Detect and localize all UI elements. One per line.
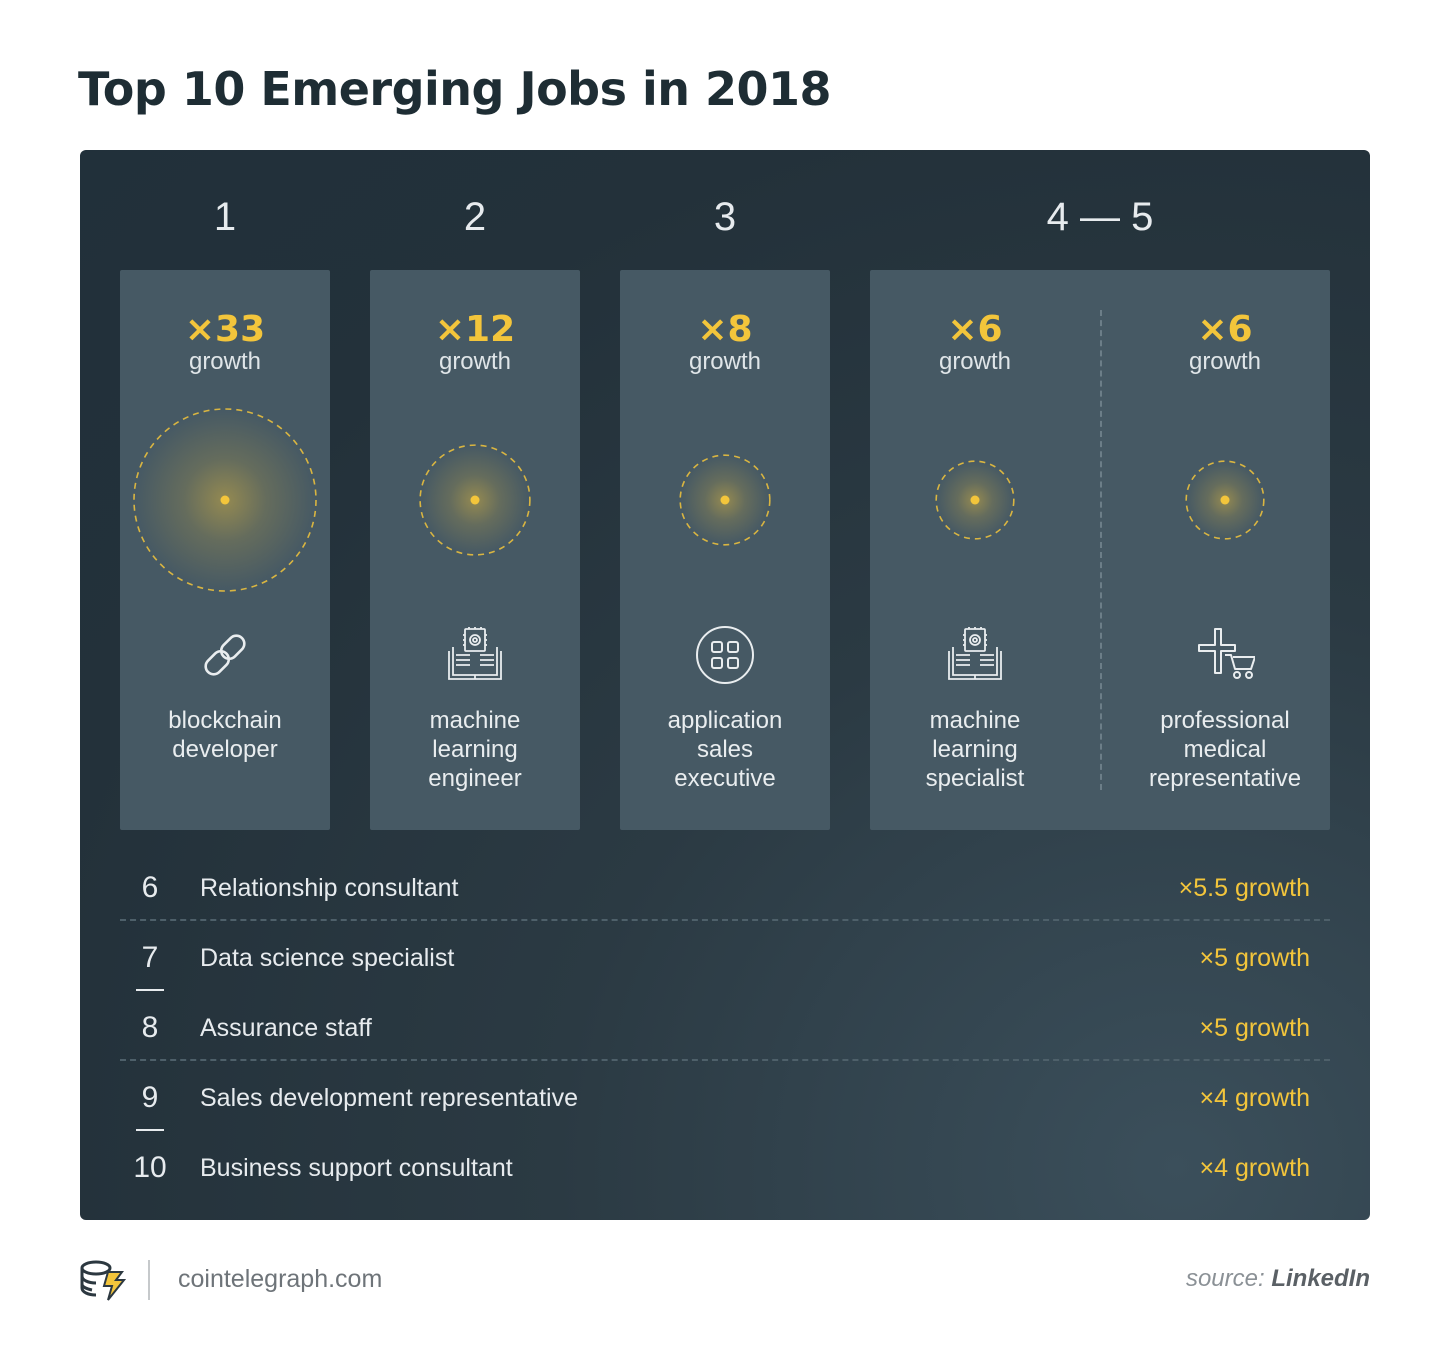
job-name: Sales development representative [200, 1084, 579, 1112]
source-prefix: source: [1185, 1265, 1265, 1292]
rank-number: 10 [133, 1151, 167, 1184]
job-title-line: professional [1160, 707, 1290, 734]
job-cell: ×6 growth machine learning specialist [870, 270, 1080, 830]
tie-marker [136, 989, 164, 991]
bubble-center-dot [720, 495, 730, 505]
bubble-center-dot [470, 495, 480, 505]
rank-label-4-5: 4 — 5 [1046, 195, 1154, 239]
growth-bubble [935, 460, 1015, 540]
growth-value: ×5 growth [1199, 944, 1311, 972]
rank-label-1: 1 [213, 195, 237, 239]
circuit-book-icon [448, 627, 502, 680]
growth-multiplier: ×12 [434, 309, 516, 350]
growth-value: ×4 growth [1199, 1084, 1311, 1112]
growth-label: growth [938, 348, 1012, 375]
chain-link-icon [204, 634, 246, 676]
job-title-line: medical [1183, 736, 1267, 763]
list-row-10: 10 Business support consultant ×4 growth [120, 1132, 1330, 1202]
rank-number: 8 [141, 1011, 159, 1044]
growth-value: ×4 growth [1199, 1154, 1311, 1182]
job-title-line: sales [696, 736, 754, 763]
job-title-line: engineer [428, 765, 522, 792]
job-title: machine learning specialist [880, 706, 1070, 793]
growth-label: growth [1188, 348, 1262, 375]
growth-multiplier: ×8 [697, 309, 753, 350]
footer-source: source: LinkedIn [1186, 1262, 1370, 1296]
list-row-7: 7 Data science specialist ×5 growth [120, 922, 1330, 992]
bubble-center-dot [220, 495, 230, 505]
growth-bubble [679, 454, 771, 546]
page-title: Top 10 Emerging Jobs in 2018 [78, 62, 832, 116]
source-name: LinkedIn [1271, 1265, 1370, 1292]
job-cell: ×33 growth blockchain developer [120, 270, 330, 830]
job-name: Business support consultant [200, 1154, 513, 1182]
job-title-line: specialist [925, 765, 1025, 792]
bubble-ring [679, 454, 771, 546]
job-title-line: application [667, 707, 783, 734]
job-cell: ×6 growth professional medical represent… [1120, 270, 1330, 830]
job-card-3: ×8 growth application sales executive [620, 270, 830, 830]
list-row-8: 8 Assurance staff ×5 growth [120, 992, 1330, 1062]
bubble-center-dot [970, 495, 980, 505]
job-card-2: ×12 growth machine learning engineer [370, 270, 580, 830]
growth-multiplier: ×33 [184, 309, 266, 350]
job-cell: ×12 growth machine learning engineer [370, 270, 580, 830]
job-title-line: machine [929, 707, 1021, 734]
cointelegraph-logo-icon[interactable] [78, 1258, 126, 1302]
growth-value: ×5 growth [1199, 1014, 1311, 1042]
bubble-ring [133, 408, 317, 592]
card-divider [1100, 310, 1102, 790]
app-grid-icon [696, 626, 754, 684]
bubble-ring [935, 460, 1015, 540]
bubble-ring [1185, 460, 1265, 540]
row-separator [120, 1059, 1330, 1061]
bubble-ring [419, 444, 531, 556]
medical-cart-icon [1198, 628, 1255, 679]
job-card-1: ×33 growth blockchain developer [120, 270, 330, 830]
job-cell: ×8 growth application sales executive [620, 270, 830, 830]
rank-number: 7 [141, 941, 159, 974]
job-title-line: representative [1148, 765, 1302, 792]
growth-label: growth [688, 348, 762, 375]
footer-separator [148, 1260, 150, 1300]
job-name: Data science specialist [200, 944, 455, 972]
rank-label-2: 2 [463, 195, 487, 239]
chart-panel: 1 2 3 4 — 5 ×33 growth blockchain develo… [80, 150, 1370, 1220]
tie-marker [136, 1129, 164, 1131]
job-title-line: learning [432, 736, 518, 763]
rank-number: 6 [141, 871, 159, 904]
row-separator [120, 919, 1330, 921]
growth-value: ×5.5 growth [1178, 874, 1310, 902]
job-title-line: blockchain [168, 707, 282, 734]
job-title-line: learning [932, 736, 1018, 763]
job-title: blockchain developer [130, 706, 320, 764]
job-card-4-5: ×6 growth machine learning specialist ×6… [870, 270, 1330, 830]
growth-bubble [1185, 460, 1265, 540]
job-title-line: machine [429, 707, 521, 734]
bubble-center-dot [1220, 495, 1230, 505]
rank-number: 9 [141, 1081, 159, 1114]
job-name: Relationship consultant [200, 874, 459, 902]
job-title-line: developer [172, 736, 278, 763]
job-title: application sales executive [630, 706, 820, 793]
list-row-9: 9 Sales development representative ×4 gr… [120, 1062, 1330, 1132]
growth-label: growth [438, 348, 512, 375]
growth-bubble [133, 408, 317, 592]
job-title: machine learning engineer [380, 706, 570, 793]
growth-label: growth [188, 348, 262, 375]
footer-site-link[interactable]: cointelegraph.com [178, 1265, 383, 1293]
growth-multiplier: ×6 [1197, 309, 1253, 350]
job-title: professional medical representative [1130, 706, 1320, 793]
growth-bubble [419, 444, 531, 556]
rank-label-3: 3 [713, 195, 737, 239]
list-row-6: 6 Relationship consultant ×5.5 growth [120, 852, 1330, 922]
circuit-book-icon [948, 627, 1002, 680]
job-name: Assurance staff [200, 1014, 372, 1042]
job-title-line: executive [674, 765, 776, 792]
growth-multiplier: ×6 [947, 309, 1003, 350]
